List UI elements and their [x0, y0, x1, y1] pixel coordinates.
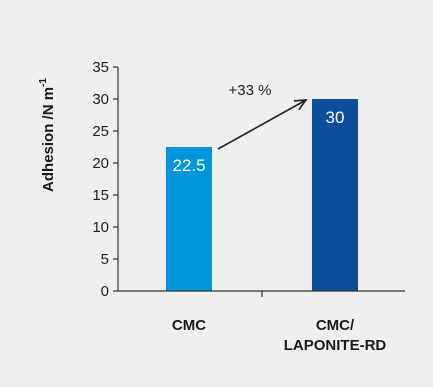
- bar-value-label: 30: [326, 108, 345, 127]
- y-tick-label: 0: [101, 283, 109, 300]
- y-tick-label: 5: [101, 251, 109, 268]
- x-category-label: CMC: [172, 317, 206, 334]
- y-tick-label: 35: [92, 59, 109, 76]
- increase-arrow: [217, 99, 308, 150]
- y-tick-label: 30: [92, 91, 109, 108]
- bar-value-label: 22.5: [172, 156, 205, 175]
- bar: [312, 99, 358, 291]
- y-axis-ticks: 0 5 10 15 20 25 30 35: [92, 59, 263, 300]
- category-labels: CMC CMC/LAPONITE-RD: [172, 317, 386, 354]
- y-tick-label: 15: [92, 187, 109, 204]
- y-tick-label: 20: [92, 155, 109, 172]
- bars: [166, 99, 358, 291]
- y-axis-label-superscript: -1: [38, 78, 49, 87]
- y-axis-label: Adhesion /N m-1: [38, 78, 57, 192]
- y-tick-label: 25: [92, 123, 109, 140]
- data-labels: 22.5 30: [172, 108, 344, 175]
- y-axis-label-text: Adhesion /N m: [40, 87, 57, 192]
- x-category-label: CMC/LAPONITE-RD: [284, 317, 387, 354]
- bar: [166, 147, 212, 291]
- y-tick-label: 10: [92, 219, 109, 236]
- increase-annotation: +33 %: [229, 82, 272, 99]
